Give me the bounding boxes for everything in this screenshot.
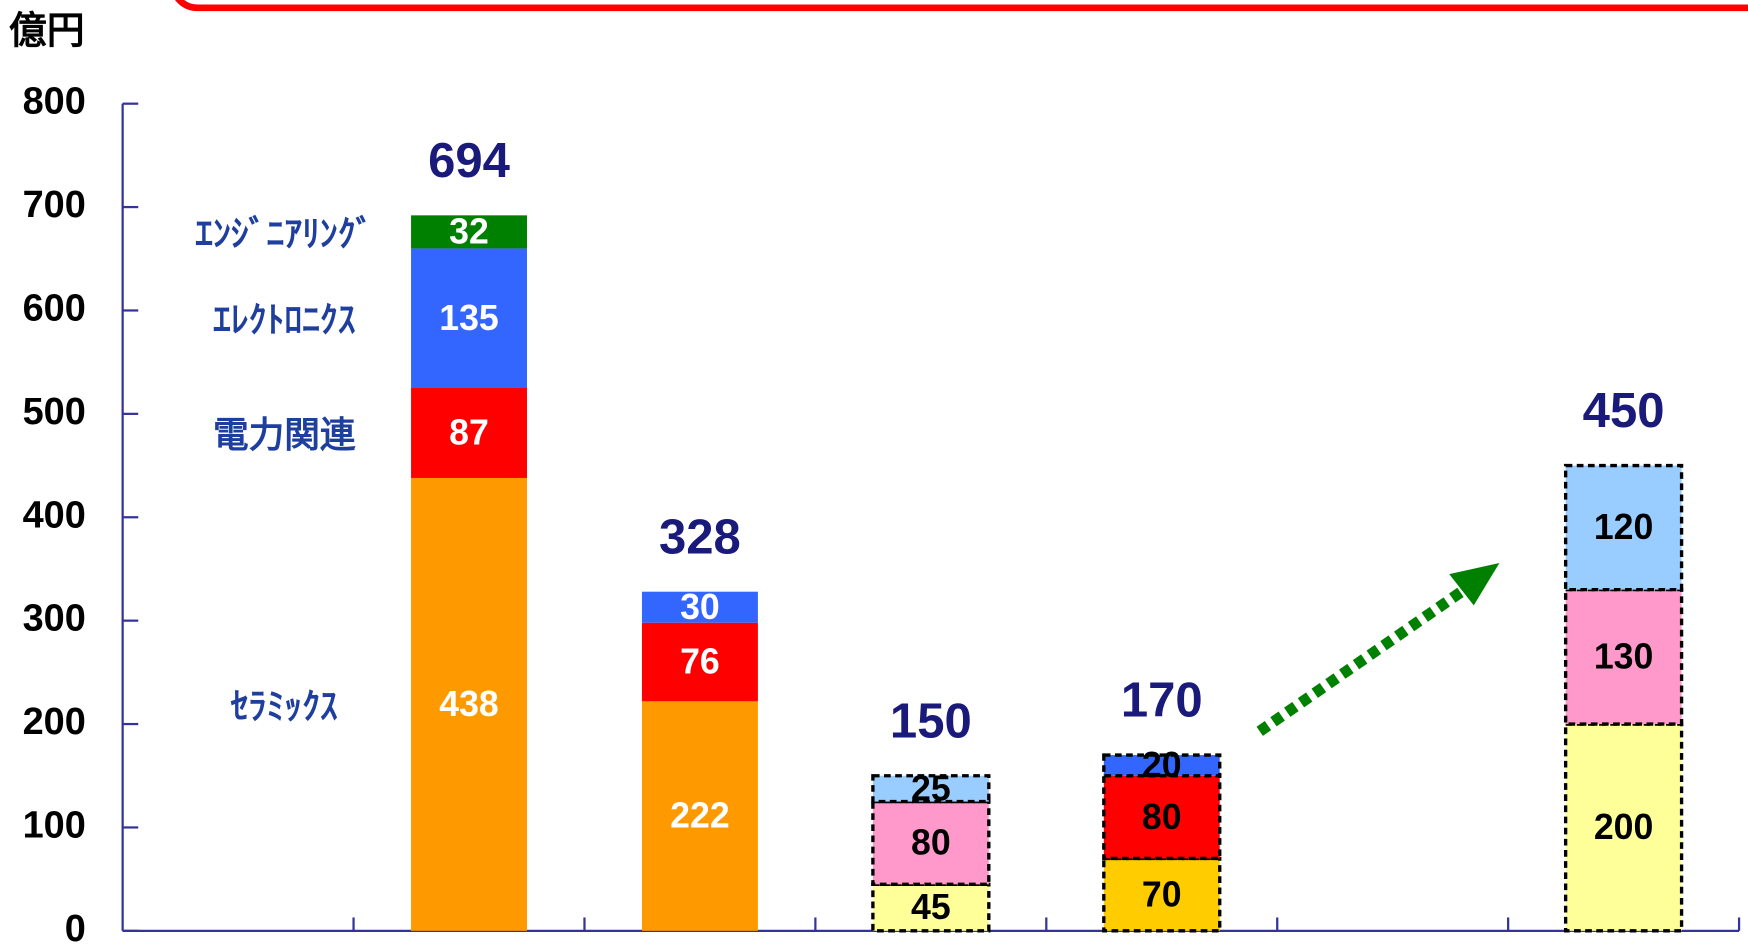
y-unit: 億円 [9,10,85,52]
total-label: 328 [659,510,741,564]
y-tick-label: 700 [23,184,86,226]
total-label: 450 [1583,384,1665,438]
bar-segment [411,215,527,249]
legend-label: ｾﾗﾐｯｸｽ [231,686,338,726]
y-tick-label: 500 [23,391,86,433]
y-tick-label: 100 [23,804,86,846]
value-label: 222 [670,796,730,836]
bar-segment [1102,774,1222,861]
value-label: 45 [911,887,951,927]
y-tick-label: 0 [65,908,86,946]
value-label: 120 [1594,507,1654,547]
value-label: 30 [680,587,720,627]
y-tick-label: 200 [23,701,86,743]
bar-segment [871,882,991,933]
bar-segment [1102,753,1222,778]
value-label: 200 [1594,807,1654,847]
value-label: 130 [1594,636,1654,676]
bar-segment [641,701,758,931]
legend-label: ｴﾝｼﾞﾆｱﾘﾝｸﾞ [195,214,373,254]
bar-segment [641,622,758,702]
total-label: 170 [1121,674,1203,728]
legend-label: 電力関連 [213,415,356,455]
value-label: 25 [911,768,951,808]
y-tick-label: 400 [23,494,86,536]
bar-segment [411,388,527,478]
value-label: 135 [439,298,499,338]
growth-arrow [1256,562,1500,736]
bar-segment [871,774,991,804]
bar-segment [411,248,527,389]
value-label: 80 [911,823,951,863]
total-label: 694 [428,134,511,188]
bar-segment [1563,463,1684,592]
bar-segment [641,591,758,623]
total-label: 150 [890,694,972,748]
y-tick-label: 300 [23,598,86,640]
bar-segment [411,477,527,931]
value-label: 76 [680,642,720,682]
y-tick-label: 800 [23,81,86,123]
value-label: 32 [449,212,489,252]
header-bar [175,0,1748,12]
value-label: 20 [1142,745,1182,785]
value-label: 80 [1142,797,1182,837]
value-label: 438 [439,684,499,724]
y-tick-label: 600 [23,287,86,329]
value-label: 87 [449,413,489,453]
legend-label: ｴﾚｸﾄﾛﾆｸｽ [213,300,356,340]
value-label: 70 [1142,874,1182,914]
